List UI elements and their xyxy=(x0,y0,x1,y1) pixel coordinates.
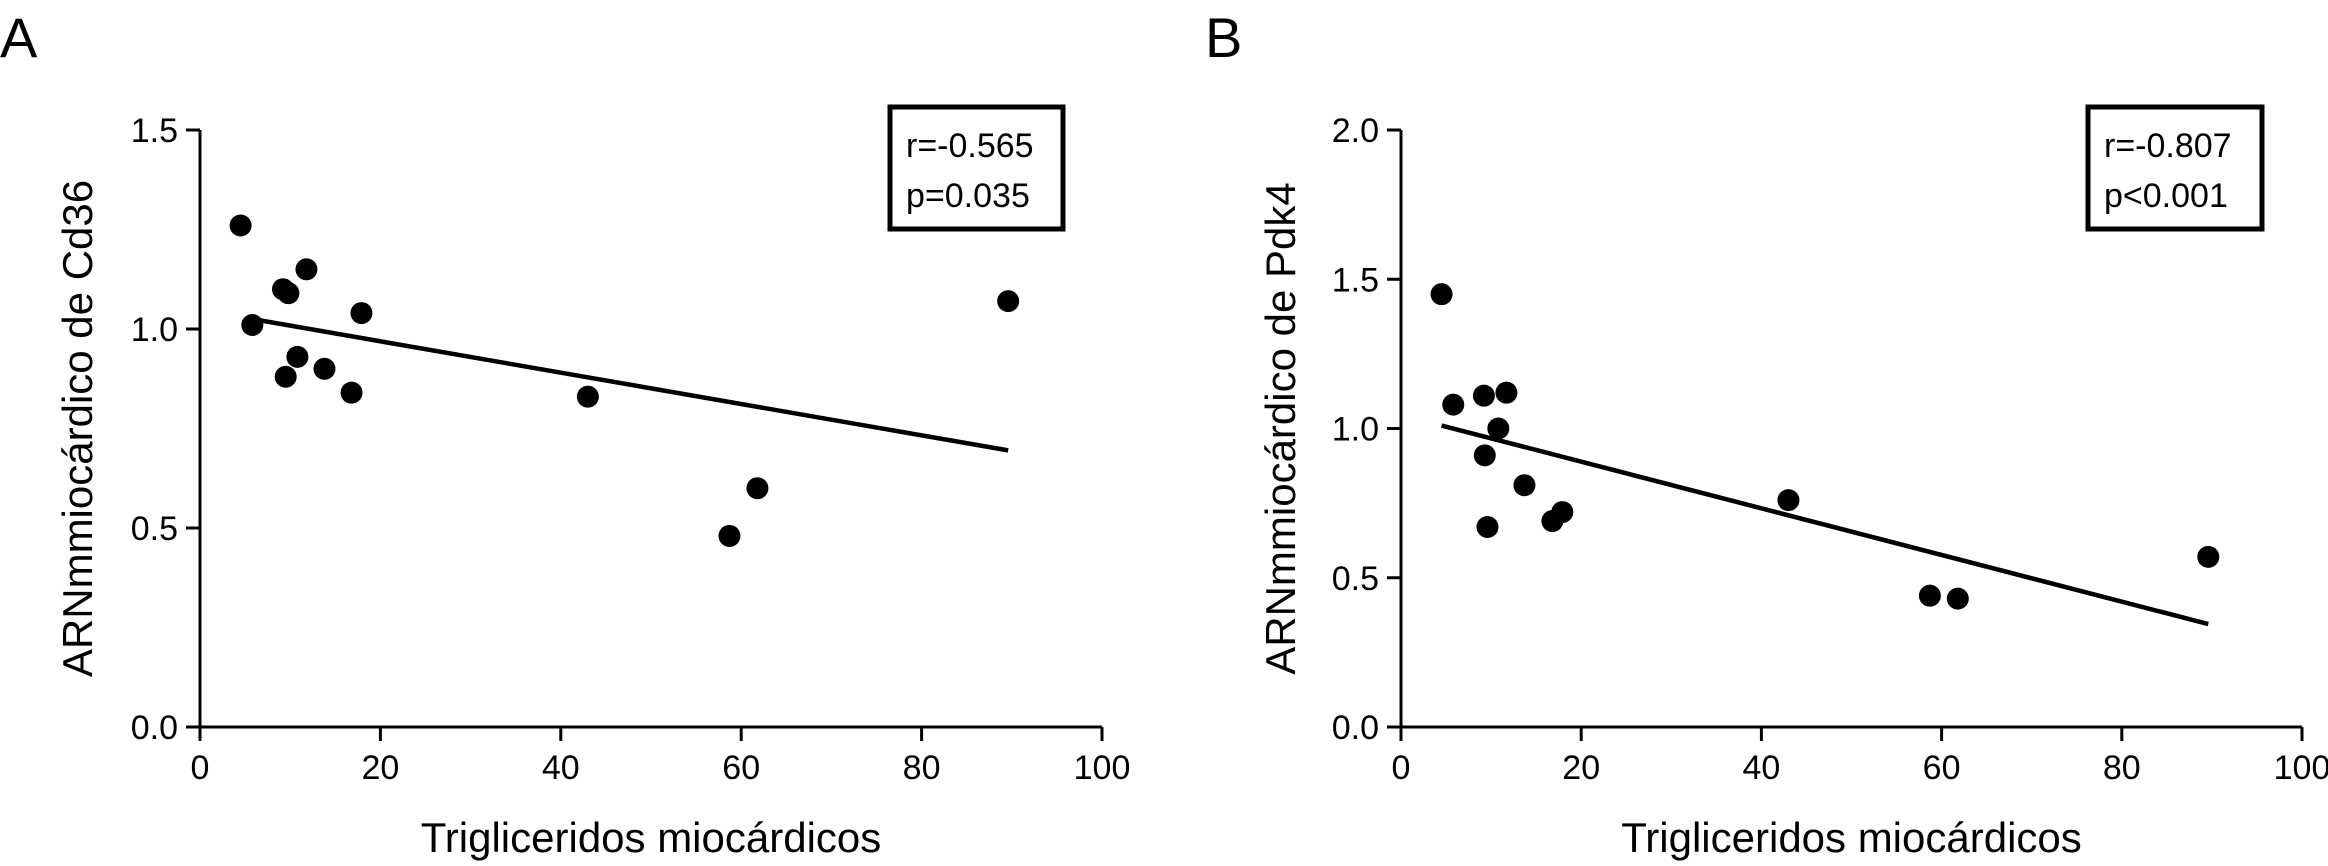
y-tick-label: 1.5 xyxy=(131,112,178,150)
data-point xyxy=(340,381,363,404)
data-point xyxy=(1551,501,1574,524)
data-point xyxy=(1430,283,1453,306)
panel-letter: A xyxy=(0,6,38,69)
x-axis-title: Trigliceridos miocárdicos xyxy=(421,814,882,861)
regression-line xyxy=(251,316,1009,453)
x-tick-label: 40 xyxy=(542,749,580,787)
y-tick-label: 2.0 xyxy=(1332,112,1379,150)
data-point xyxy=(313,357,336,380)
y-tick-label: 1.0 xyxy=(1332,411,1379,449)
data-point xyxy=(241,314,264,337)
x-tick-label: 0 xyxy=(1392,749,1411,787)
p-value: p=0.035 xyxy=(906,177,1030,215)
panel-b: B 0.0 0.5 1.0 1.5 2.0 0 20 40 60 80 100 Triglicerido… xyxy=(1205,6,2328,861)
panel-a: A 0.0 0.5 1.0 1.5 0 20 40 60 80 100 Trigliceridos m… xyxy=(0,6,1130,861)
x-tick-label: 80 xyxy=(2103,749,2141,787)
data-point xyxy=(1476,516,1499,539)
data-point xyxy=(286,345,309,368)
data-point xyxy=(229,214,252,237)
data-point xyxy=(350,302,373,325)
data-point xyxy=(576,385,599,408)
x-tick-label: 60 xyxy=(1923,749,1961,787)
x-axis-title: Trigliceridos miocárdicos xyxy=(1621,814,2082,861)
x-tick-label: 20 xyxy=(361,749,399,787)
data-point xyxy=(1513,474,1536,497)
y-tick-label: 1.0 xyxy=(131,311,178,349)
y-tick-label: 1.5 xyxy=(1332,261,1379,299)
data-point xyxy=(1918,584,1941,607)
r-value: r=-0.565 xyxy=(906,127,1034,165)
x-tick-label: 0 xyxy=(191,749,210,787)
x-tick-label: 80 xyxy=(903,749,941,787)
data-point xyxy=(1495,381,1518,404)
data-point xyxy=(277,282,300,305)
x-tick-label: 40 xyxy=(1742,749,1780,787)
panel-letter: B xyxy=(1205,6,1242,69)
stats-box xyxy=(2085,104,2265,232)
x-tick-label: 100 xyxy=(2274,749,2328,787)
y-tick-label: 0.0 xyxy=(1332,709,1379,747)
x-tick-label: 100 xyxy=(1074,749,1131,787)
data-point xyxy=(1442,393,1465,416)
y-tick-label: 0.0 xyxy=(131,709,178,747)
x-tick-label: 20 xyxy=(1562,749,1600,787)
data-point xyxy=(718,524,741,547)
x-tick-label: 60 xyxy=(722,749,760,787)
y-tick-label: 0.5 xyxy=(131,510,178,548)
data-point xyxy=(1487,417,1510,440)
data-point xyxy=(1473,444,1496,467)
y-axis-title: ARNmmiocárdico de Cd36 xyxy=(54,180,101,677)
data-point xyxy=(1777,489,1800,512)
y-axis-title: ARNmmiocárdico de Pdk4 xyxy=(1257,182,1304,675)
y-tick-label: 0.5 xyxy=(1332,560,1379,598)
p-value: p<0.001 xyxy=(2104,177,2228,215)
data-point xyxy=(295,258,318,281)
data-point xyxy=(2197,545,2220,568)
data-point xyxy=(1472,384,1495,407)
data-point xyxy=(274,365,297,388)
stats-box xyxy=(887,104,1066,232)
data-point xyxy=(746,477,769,500)
r-value: r=-0.807 xyxy=(2104,127,2232,165)
data-point xyxy=(1946,587,1969,610)
regression-line xyxy=(1440,423,2209,627)
data-point xyxy=(997,290,1020,313)
